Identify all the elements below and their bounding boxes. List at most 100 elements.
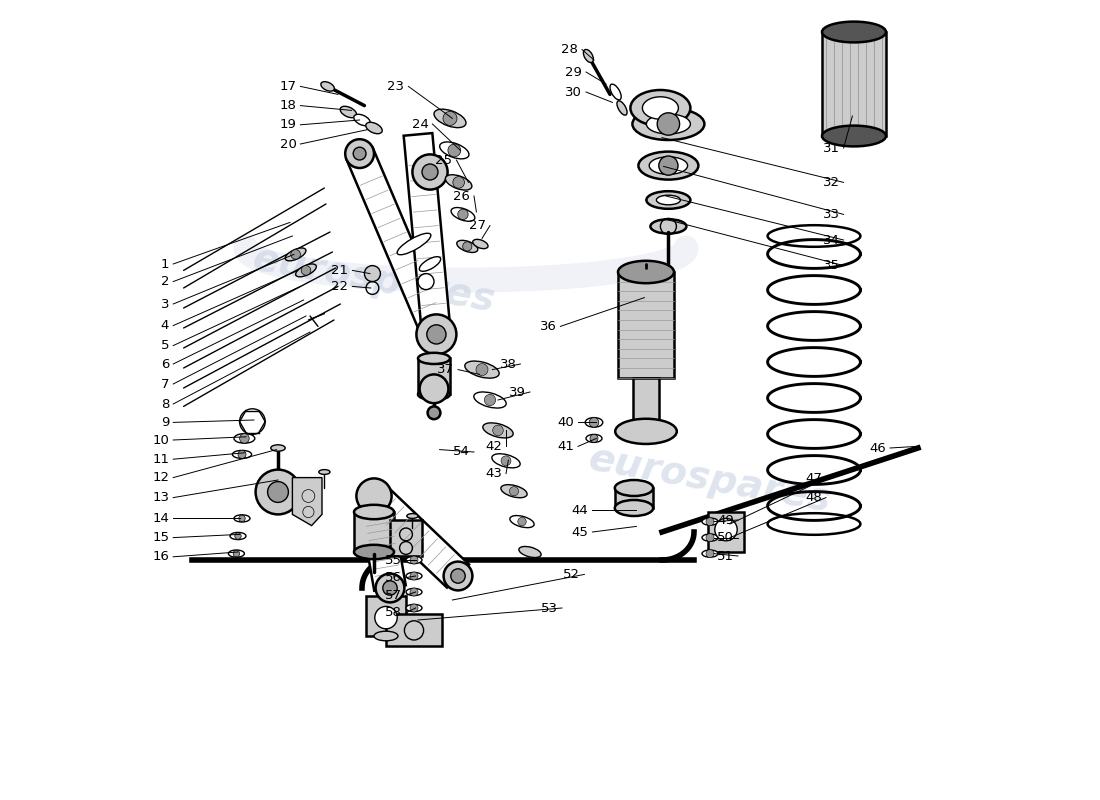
Circle shape (451, 569, 465, 583)
Text: 51: 51 (717, 550, 734, 562)
Ellipse shape (321, 82, 334, 91)
Circle shape (706, 534, 714, 542)
Ellipse shape (474, 392, 506, 408)
Ellipse shape (500, 485, 527, 498)
Text: 55: 55 (385, 554, 402, 566)
Text: 20: 20 (279, 138, 296, 150)
Circle shape (410, 604, 418, 612)
Ellipse shape (615, 500, 653, 516)
Circle shape (419, 374, 449, 403)
Ellipse shape (492, 454, 520, 468)
Ellipse shape (650, 219, 686, 234)
Circle shape (240, 434, 250, 443)
Circle shape (375, 606, 397, 629)
Ellipse shape (271, 445, 285, 451)
Text: 26: 26 (453, 190, 470, 202)
Text: 36: 36 (539, 320, 557, 333)
Ellipse shape (647, 191, 691, 209)
Ellipse shape (229, 550, 244, 557)
Text: 34: 34 (823, 234, 839, 246)
Ellipse shape (232, 450, 252, 458)
Circle shape (453, 177, 464, 188)
Text: 21: 21 (331, 264, 349, 277)
Text: 54: 54 (453, 446, 470, 458)
Bar (634, 378, 659, 431)
Text: 53: 53 (541, 602, 558, 614)
Circle shape (364, 266, 381, 282)
Polygon shape (363, 485, 469, 587)
Circle shape (233, 550, 240, 557)
Circle shape (458, 209, 469, 219)
Ellipse shape (638, 152, 698, 180)
Text: 8: 8 (161, 398, 169, 410)
Text: 2: 2 (161, 275, 169, 288)
Text: 12: 12 (152, 471, 169, 484)
Text: eurospares: eurospares (585, 440, 834, 520)
Ellipse shape (483, 423, 514, 438)
Text: 14: 14 (152, 512, 169, 525)
Text: 56: 56 (385, 571, 402, 584)
Ellipse shape (366, 122, 382, 134)
Ellipse shape (419, 257, 441, 271)
Circle shape (267, 482, 288, 502)
Circle shape (509, 486, 518, 496)
Bar (366, 596, 406, 636)
Text: 43: 43 (485, 467, 502, 480)
Text: 40: 40 (558, 416, 574, 429)
Text: 27: 27 (469, 219, 486, 232)
Ellipse shape (354, 114, 371, 126)
Circle shape (659, 156, 678, 175)
Ellipse shape (618, 261, 674, 283)
Ellipse shape (583, 50, 593, 62)
Text: 13: 13 (152, 491, 169, 504)
Ellipse shape (647, 114, 691, 134)
Ellipse shape (418, 389, 450, 400)
Text: 38: 38 (499, 358, 516, 370)
Bar (418, 358, 450, 394)
Circle shape (301, 266, 311, 275)
Bar (822, 32, 886, 136)
Ellipse shape (407, 514, 418, 518)
Ellipse shape (319, 470, 330, 474)
Circle shape (290, 250, 300, 259)
Ellipse shape (340, 106, 356, 118)
Ellipse shape (296, 264, 317, 277)
Text: 31: 31 (823, 142, 839, 154)
Text: 58: 58 (385, 606, 402, 619)
Ellipse shape (354, 545, 394, 559)
Circle shape (448, 144, 461, 157)
Ellipse shape (657, 195, 681, 205)
Circle shape (383, 581, 397, 595)
Circle shape (255, 470, 300, 514)
Ellipse shape (465, 361, 499, 378)
Circle shape (375, 574, 405, 602)
Text: 11: 11 (152, 453, 169, 466)
Text: 9: 9 (161, 416, 169, 429)
Circle shape (476, 364, 488, 375)
Ellipse shape (822, 22, 886, 42)
Circle shape (502, 456, 510, 466)
Bar (618, 272, 674, 378)
Text: 33: 33 (823, 208, 839, 221)
Circle shape (417, 314, 456, 354)
Ellipse shape (615, 480, 653, 496)
Circle shape (443, 111, 456, 126)
Ellipse shape (234, 515, 250, 522)
Circle shape (706, 550, 714, 558)
Text: 6: 6 (161, 358, 169, 370)
Text: 35: 35 (823, 259, 839, 272)
Circle shape (412, 154, 448, 190)
Text: 47: 47 (805, 472, 822, 485)
Circle shape (410, 556, 418, 564)
Bar (386, 614, 442, 646)
Text: 44: 44 (572, 504, 588, 517)
Text: 5: 5 (161, 339, 169, 352)
Ellipse shape (354, 505, 394, 519)
Text: 22: 22 (331, 280, 349, 293)
Ellipse shape (230, 533, 246, 540)
Text: 16: 16 (152, 550, 169, 563)
Polygon shape (346, 148, 450, 340)
Text: 3: 3 (161, 298, 169, 310)
Text: 7: 7 (161, 378, 169, 390)
Text: 25: 25 (436, 154, 452, 166)
